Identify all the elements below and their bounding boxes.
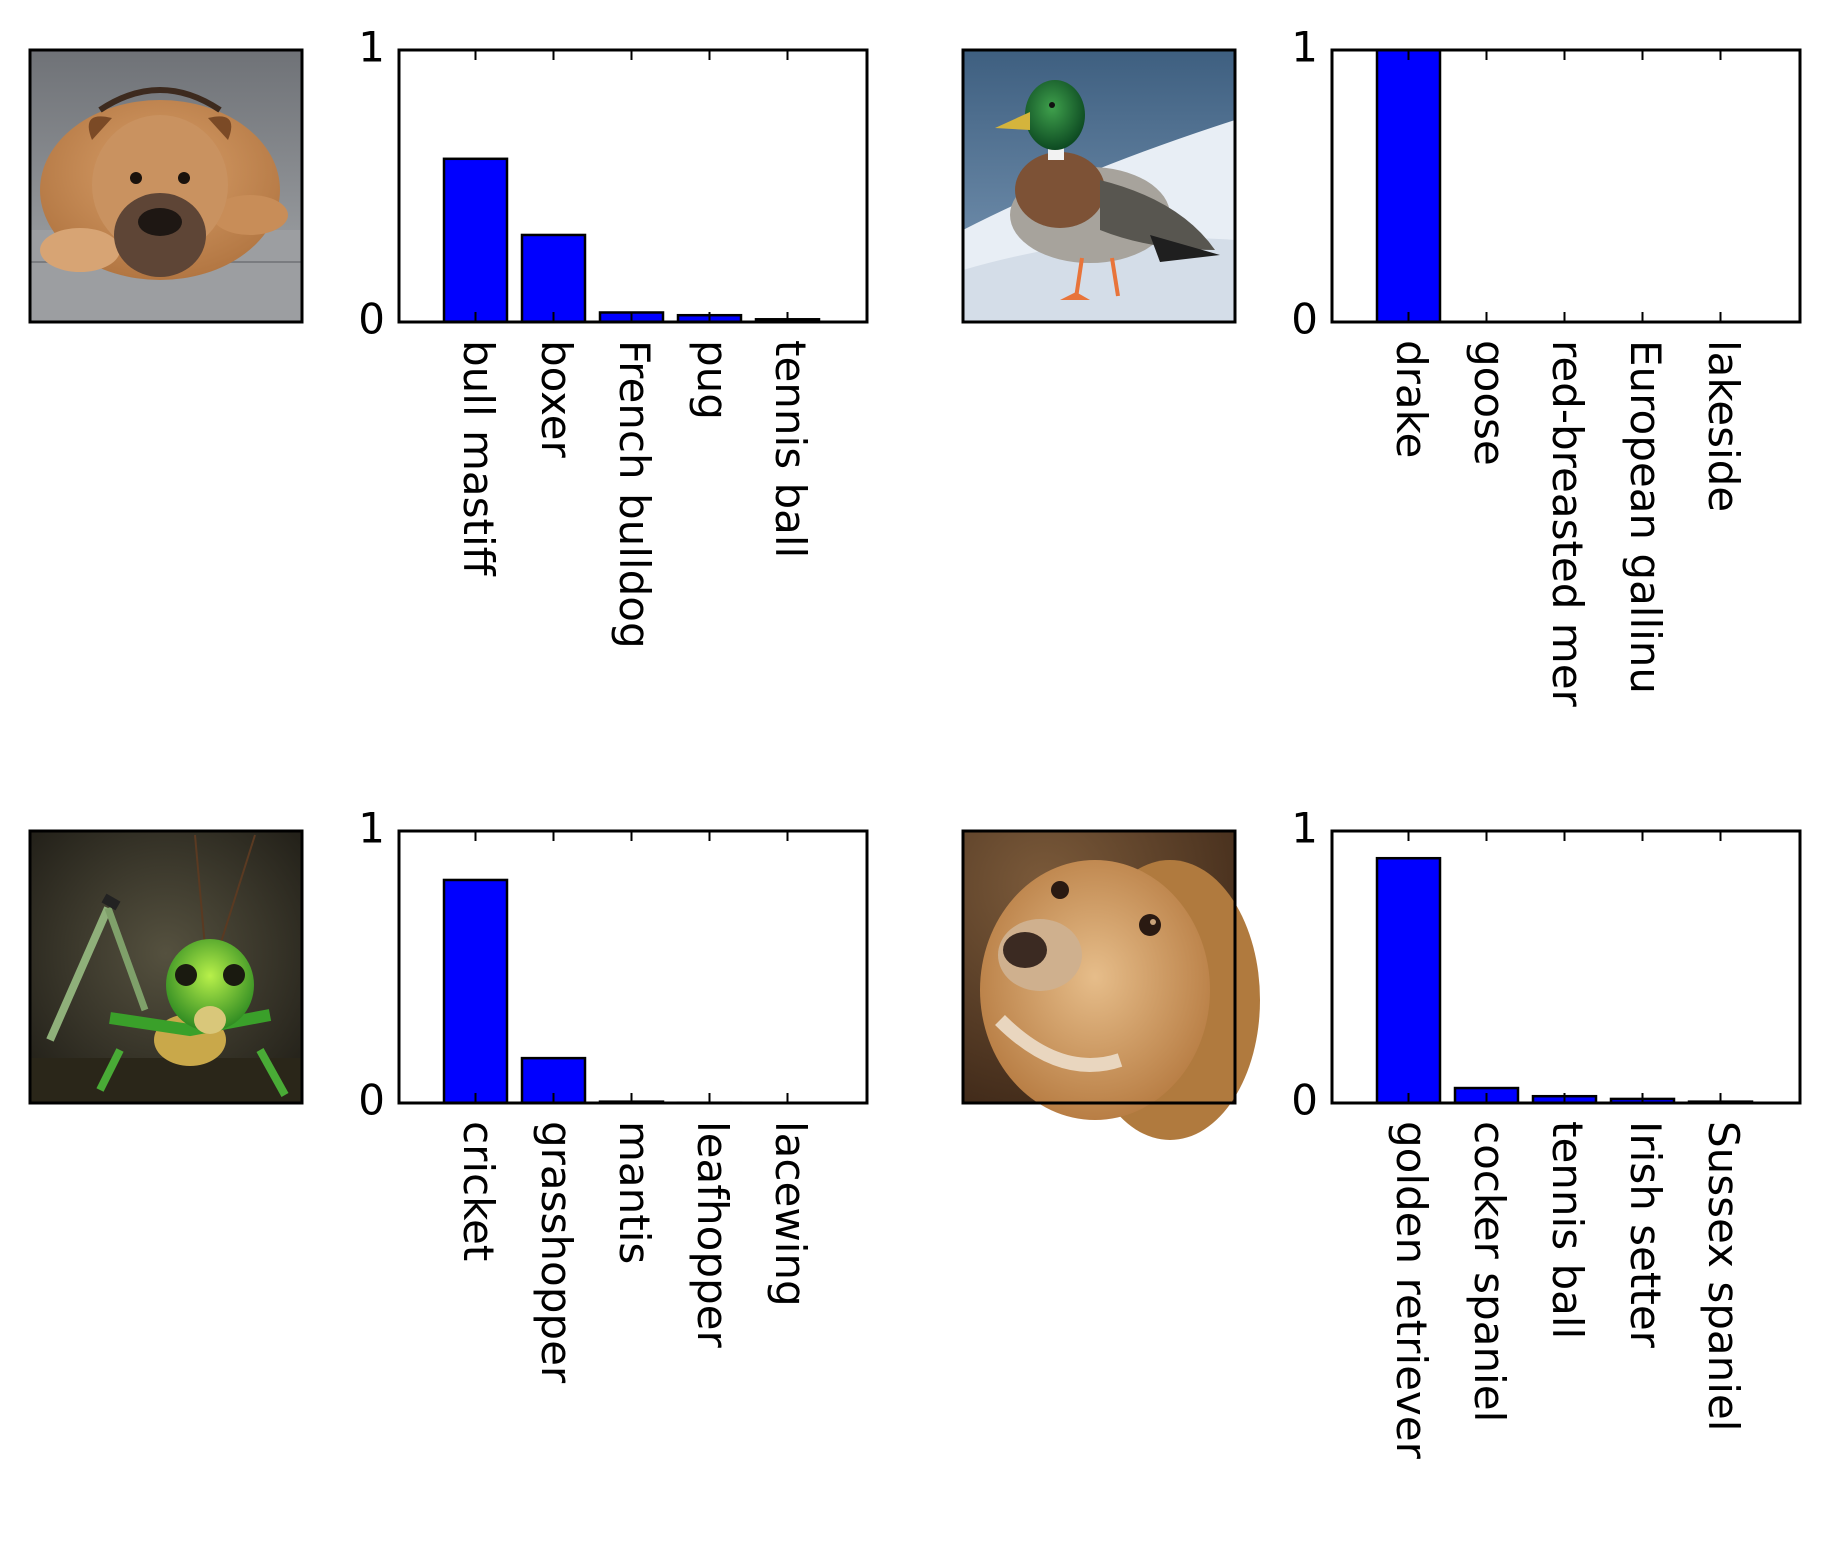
x-tick-label: golden retriever xyxy=(1387,1121,1436,1460)
axes-frame xyxy=(397,48,869,324)
cricket-photo xyxy=(28,829,304,1105)
x-tick-label: leafhopper xyxy=(688,1121,737,1349)
x-tick-label: European gallinu xyxy=(1621,340,1670,694)
y-tick-label: 1 xyxy=(358,804,385,853)
bar-golden-retriever xyxy=(1375,856,1442,1105)
chart-2: drake goose red-breasted mer European galli… xyxy=(1291,23,1802,708)
x-tick-label: mantis xyxy=(610,1121,659,1264)
y-tick-label: 0 xyxy=(358,295,385,344)
x-tick-label: Sussex spaniel xyxy=(1699,1121,1748,1431)
golden-retriever-photo xyxy=(961,829,1260,1140)
x-tick-label: grasshopper xyxy=(532,1121,581,1384)
x-tick-label: lacewing xyxy=(766,1121,815,1307)
chart-1: bull mastiff boxer French bulldog pug tennis… xyxy=(358,23,869,649)
x-tick-label: goose xyxy=(1465,340,1514,466)
x-tick-label: French bulldog xyxy=(610,340,659,649)
y-tick-label: 0 xyxy=(358,1076,385,1125)
y-tick-label: 0 xyxy=(1291,295,1318,344)
bar-bull-mastiff xyxy=(442,157,509,324)
bar-charts: bull mastiff boxer French bulldog pug tennis… xyxy=(358,23,1802,1460)
x-tick-label: red-breasted mer xyxy=(1543,340,1592,708)
bar-drake xyxy=(1375,48,1442,324)
x-tick-label: drake xyxy=(1387,340,1436,458)
chart-3: cricket grasshopper mantis leafhopper lacewi… xyxy=(358,804,869,1384)
x-tick-label: boxer xyxy=(532,340,581,458)
chart-4: golden retriever cocker spaniel tennis bal… xyxy=(1291,804,1802,1460)
x-tick-label: cocker spaniel xyxy=(1465,1121,1514,1422)
mallard-drake-photo xyxy=(961,48,1237,324)
axes-frame xyxy=(397,829,869,1105)
x-tick-label: Irish setter xyxy=(1621,1121,1670,1349)
axes-frame xyxy=(1330,48,1802,324)
y-tick-label: 1 xyxy=(358,23,385,72)
x-tick-label: cricket xyxy=(454,1121,503,1261)
bar-boxer xyxy=(520,233,587,324)
x-tick-label: tennis ball xyxy=(766,340,815,558)
y-tick-label: 1 xyxy=(1291,23,1318,72)
y-tick-label: 0 xyxy=(1291,1076,1318,1125)
bar-cricket xyxy=(442,878,509,1105)
bull-mastiff-photo xyxy=(28,48,304,324)
x-tick-label: bull mastiff xyxy=(454,340,503,577)
x-tick-label: tennis ball xyxy=(1543,1121,1592,1339)
x-tick-label: lakeside xyxy=(1699,340,1748,512)
axes-frame xyxy=(1330,829,1802,1105)
y-tick-label: 1 xyxy=(1291,804,1318,853)
x-tick-label: pug xyxy=(688,340,737,420)
